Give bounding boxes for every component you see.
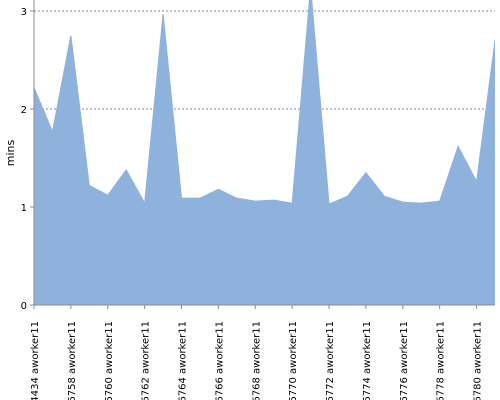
y-tick-label: 0 xyxy=(21,301,27,312)
x-tick-label: #6768 aworker11 xyxy=(251,321,262,400)
data-point xyxy=(69,34,73,38)
y-axis-title: mins xyxy=(4,139,17,166)
data-point xyxy=(161,12,165,16)
data-point xyxy=(438,199,442,203)
data-point xyxy=(456,144,460,148)
x-tick-label: #6780 aworker11 xyxy=(473,321,484,400)
y-tick-label: 1 xyxy=(21,203,27,214)
x-tick-label: #4434 aworker11 xyxy=(30,321,41,400)
data-point xyxy=(475,180,479,184)
data-point xyxy=(124,168,128,172)
x-tick-label: #6778 aworker11 xyxy=(436,321,447,400)
x-tick-label: #6758 aworker11 xyxy=(67,321,78,400)
data-point xyxy=(198,196,202,200)
data-point xyxy=(382,194,386,198)
x-tick-label: #6770 aworker11 xyxy=(288,321,299,400)
x-tick-label: #6774 aworker11 xyxy=(362,321,373,400)
gridlines xyxy=(34,10,495,208)
y-tick-label: 2 xyxy=(21,105,27,116)
data-point xyxy=(290,201,294,205)
data-point xyxy=(253,199,257,203)
data-point xyxy=(143,201,147,205)
data-point xyxy=(50,130,54,134)
data-point xyxy=(419,201,423,205)
x-tick-label: #6776 aworker11 xyxy=(399,321,410,400)
data-point xyxy=(345,194,349,198)
area-fill xyxy=(34,0,495,305)
data-point xyxy=(272,198,276,202)
x-axis-ticks: #4434 aworker11 #6758 aworker11 #6760 awor… xyxy=(30,305,484,400)
x-tick-label: #6764 aworker11 xyxy=(178,321,189,400)
data-point xyxy=(364,171,368,175)
data-point xyxy=(327,202,331,206)
data-point xyxy=(87,183,91,187)
data-point xyxy=(493,38,497,42)
axes xyxy=(33,0,495,306)
y-axis-ticks: 0 1 2 3 xyxy=(21,7,34,312)
area-series xyxy=(34,0,497,305)
x-tick-label: #6772 aworker11 xyxy=(325,321,336,400)
x-tick-label: #6760 aworker11 xyxy=(104,321,115,400)
y-tick-label: 3 xyxy=(21,7,27,18)
data-point xyxy=(106,193,110,197)
data-point xyxy=(216,187,220,191)
data-point xyxy=(401,200,405,204)
x-tick-label: #6762 aworker11 xyxy=(141,321,152,400)
x-tick-label: #6766 aworker11 xyxy=(214,321,225,400)
data-point xyxy=(180,196,184,200)
data-point xyxy=(235,196,239,200)
